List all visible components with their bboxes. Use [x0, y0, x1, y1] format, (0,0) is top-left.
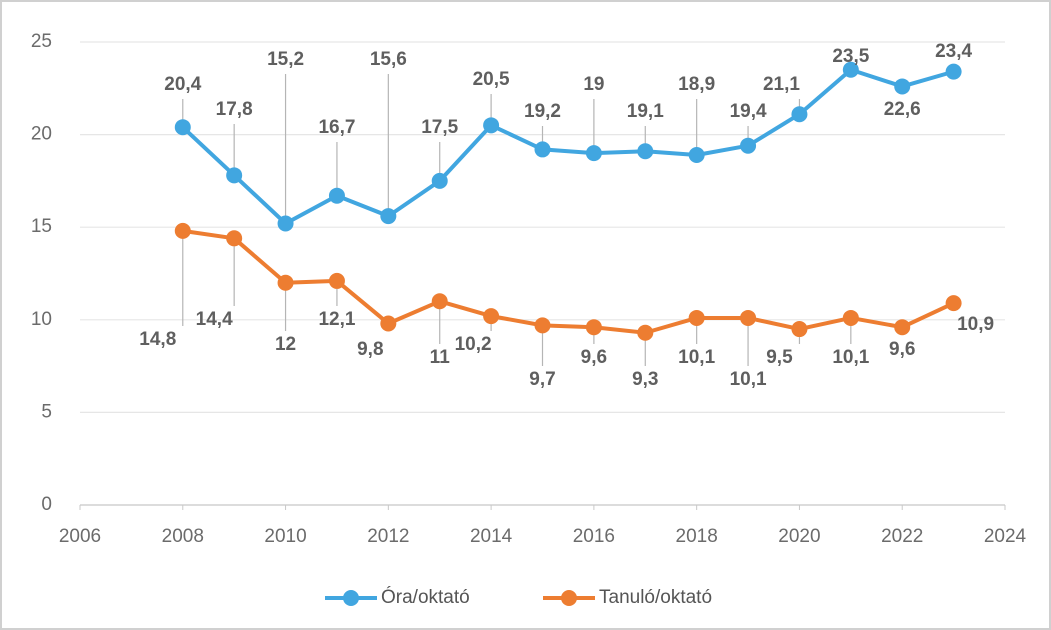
x-tick-label: 2012 [367, 526, 409, 547]
value-label: 10,1 [730, 369, 767, 390]
point [380, 208, 397, 225]
series-line [181, 67, 955, 226]
point [842, 61, 859, 78]
x-tick-label: 2006 [59, 526, 101, 547]
value-label: 14,4 [196, 309, 233, 330]
value-label: 9,5 [766, 347, 793, 368]
value-label: 18,9 [678, 74, 715, 95]
x-tick-label: 2020 [778, 526, 820, 547]
value-label: 17,5 [421, 117, 458, 138]
point [740, 309, 757, 326]
point [945, 63, 962, 80]
legend-label: Tanuló/oktató [599, 587, 712, 608]
point [431, 172, 448, 189]
series-line [182, 228, 955, 335]
y-tick-label: 20 [31, 124, 52, 145]
x-tick-label: 2010 [264, 526, 306, 547]
value-label: 19,1 [627, 101, 664, 122]
point [688, 146, 705, 163]
x-tick-label: 2024 [984, 526, 1027, 547]
value-label: 15,2 [267, 49, 304, 70]
y-tick-label: 5 [41, 401, 52, 422]
value-label: 17,8 [216, 99, 253, 120]
value-label: 9,8 [357, 339, 383, 360]
point [534, 141, 551, 158]
value-label: 12,1 [318, 309, 355, 330]
point [894, 319, 911, 336]
point [226, 167, 243, 184]
point [483, 117, 500, 134]
point [637, 324, 654, 341]
value-label: 19,4 [730, 101, 767, 122]
value-label: 9,6 [581, 347, 607, 368]
value-label: 9,6 [889, 339, 915, 360]
x-tick-label: 2014 [470, 526, 513, 547]
value-label: 19 [583, 74, 604, 95]
value-label: 16,7 [318, 117, 355, 138]
value-label: 22,6 [884, 99, 921, 120]
point [380, 315, 397, 332]
value-label: 10,1 [678, 347, 715, 368]
legend-marker [561, 590, 577, 606]
value-label: 23,4 [935, 41, 972, 62]
point [277, 215, 294, 232]
point [483, 308, 500, 325]
value-label: 20,5 [473, 69, 510, 90]
value-label: 19,2 [524, 101, 561, 122]
point [328, 272, 345, 289]
x-tick-label: 2008 [162, 526, 204, 547]
point [688, 309, 705, 326]
value-label: 20,4 [164, 74, 201, 95]
value-label: 10,2 [455, 334, 492, 355]
point [791, 321, 808, 338]
point [585, 319, 602, 336]
point [174, 222, 191, 239]
legend-marker [343, 590, 359, 606]
point [277, 274, 294, 291]
point [328, 187, 345, 204]
point [431, 293, 448, 310]
point [842, 309, 859, 326]
value-label: 10,1 [832, 347, 869, 368]
x-tick-label: 2016 [573, 526, 615, 547]
point [791, 106, 808, 123]
point [740, 137, 757, 154]
value-label: 14,8 [139, 329, 176, 350]
value-label: 9,3 [632, 369, 658, 390]
point [945, 295, 962, 312]
point [174, 119, 191, 136]
value-label: 23,5 [832, 46, 869, 67]
y-tick-label: 15 [31, 216, 52, 237]
point [226, 230, 243, 247]
point [894, 78, 911, 95]
x-tick-label: 2018 [676, 526, 718, 547]
legend-label: Óra/oktató [381, 586, 470, 608]
y-tick-label: 10 [31, 309, 52, 330]
value-label: 12 [275, 334, 296, 355]
value-label: 15,6 [370, 49, 407, 70]
point [585, 145, 602, 162]
y-tick-label: 0 [41, 494, 52, 515]
x-tick-label: 2022 [881, 526, 923, 547]
value-label: 11 [430, 347, 451, 368]
value-label: 10,9 [957, 314, 994, 335]
value-label: 21,1 [763, 74, 800, 95]
point [637, 143, 654, 160]
y-tick-label: 25 [31, 31, 52, 52]
point [534, 317, 551, 334]
value-label: 9,7 [529, 369, 555, 390]
